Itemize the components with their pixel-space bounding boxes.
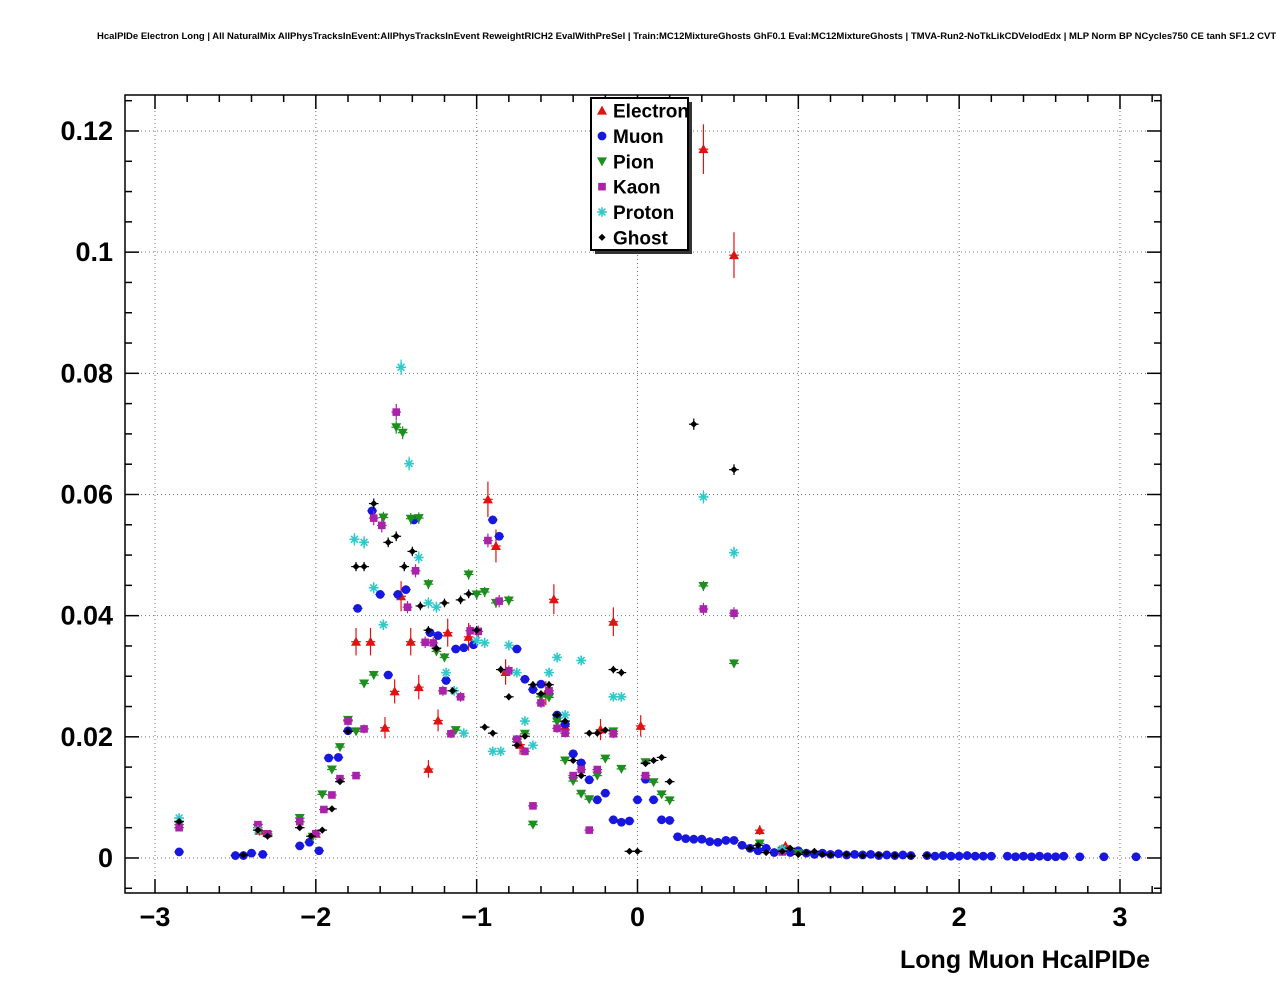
- legend-item-kaon: Kaon: [598, 178, 661, 199]
- legend-label-pion: Pion: [613, 152, 654, 173]
- svg-text:2: 2: [952, 902, 967, 932]
- series-pion: [174, 420, 804, 859]
- legend-label-proton: Proton: [613, 203, 674, 224]
- gridlines: [125, 95, 1161, 893]
- svg-text:0.12: 0.12: [60, 116, 113, 146]
- svg-text:0: 0: [98, 843, 113, 873]
- svg-text:3: 3: [1112, 902, 1127, 932]
- svg-text:−2: −2: [300, 902, 331, 932]
- svg-text:−1: −1: [461, 902, 492, 932]
- axis-ticks: [125, 95, 1161, 893]
- svg-text:0: 0: [630, 902, 645, 932]
- series-proton: [174, 359, 788, 854]
- legend-item-electron: Electron: [597, 102, 689, 123]
- legend-item-proton: Proton: [597, 203, 674, 224]
- svg-text:−3: −3: [140, 902, 171, 932]
- series-muon: [174, 506, 1141, 862]
- svg-text:0.04: 0.04: [60, 601, 113, 631]
- legend-item-muon: Muon: [597, 127, 664, 148]
- series-ghost: [174, 418, 932, 860]
- x-tick-labels: −3 −2 −1 0 1 2 3: [140, 902, 1128, 932]
- legend-label-electron: Electron: [613, 102, 689, 123]
- svg-text:0.02: 0.02: [60, 722, 113, 752]
- chart-title: HcalPIDe Electron Long | All NaturalMix …: [97, 31, 1276, 42]
- series-electron: [254, 124, 791, 850]
- svg-text:0.06: 0.06: [60, 479, 113, 509]
- legend-label-ghost: Ghost: [613, 228, 669, 249]
- legend-item-ghost: Ghost: [598, 228, 669, 249]
- svg-text:0.08: 0.08: [60, 358, 113, 388]
- legend-label-kaon: Kaon: [613, 178, 661, 199]
- plot-frame: [124, 94, 1162, 894]
- x-axis-title: Long Muon HcalPIDe: [900, 946, 1150, 974]
- legend-label-muon: Muon: [613, 127, 664, 148]
- svg-text:0.1: 0.1: [75, 237, 113, 267]
- y-tick-labels: 0 0.02 0.04 0.06 0.08 0.1 0.12: [60, 116, 113, 873]
- svg-text:1: 1: [791, 902, 806, 932]
- legend-item-pion: Pion: [597, 152, 654, 173]
- legend: Electron Muon Pion Kaon Proton Ghost: [590, 97, 692, 254]
